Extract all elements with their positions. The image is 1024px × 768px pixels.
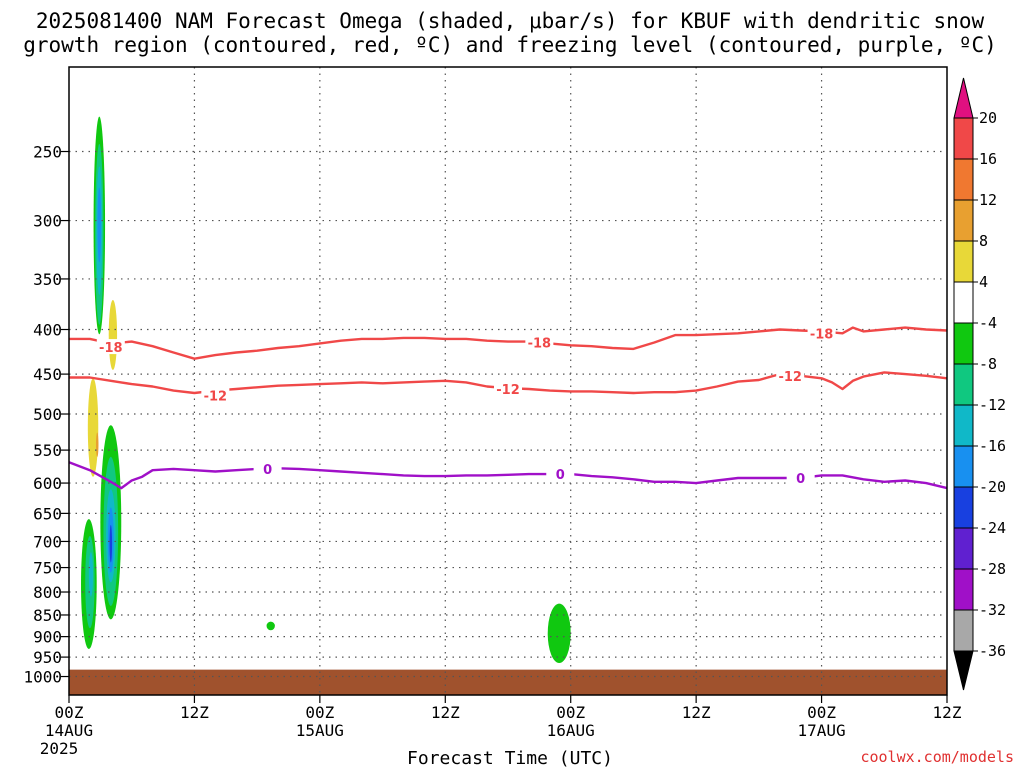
colorbar-label-16: 16 — [979, 150, 997, 168]
contour-label-0-1: 0 — [556, 468, 565, 483]
colorbar-label--28: -28 — [979, 560, 1006, 578]
colorbar-label-4: 4 — [979, 273, 988, 291]
y-tick-label-600: 600 — [33, 474, 62, 493]
y-tick-label-550: 550 — [33, 441, 62, 460]
contour-label-bg — [253, 460, 282, 476]
x-tick-date-24: 15AUG — [296, 721, 344, 740]
colorbar-label--12: -12 — [979, 396, 1006, 414]
x-tick-label-24: 00Z — [305, 703, 334, 722]
omega-region-15 — [266, 621, 275, 631]
x-axis-title: Forecast Time (UTC) — [407, 748, 613, 768]
colorbar-band-4--4 — [953, 281, 974, 324]
contour-label-bg — [786, 469, 815, 485]
contour-label-0-2: 0 — [796, 472, 805, 487]
colorbar-band-12-8 — [953, 199, 974, 242]
colorbar-band--8--12 — [953, 363, 974, 406]
y-tick-label-700: 700 — [33, 532, 62, 551]
colorbar: 20 16 12 8 4 -4 -8 -12 -16 -20 -24 -28 -32 -36 — [953, 77, 1006, 691]
x-tick-date-0: 14AUG — [45, 721, 93, 740]
colorbar-label-20: 20 — [979, 109, 997, 127]
colorbar-label--32: -32 — [979, 601, 1006, 619]
omega-region-11 — [109, 524, 113, 563]
x-tick-label-48: 00Z — [556, 703, 585, 722]
contour-label-bg — [546, 466, 575, 482]
x-tick-date-48: 16AUG — [547, 721, 595, 740]
contour-label-bg — [201, 387, 230, 403]
chart-title-line-1: 2025081400 NAM Forecast Omega (shaded, μ… — [36, 9, 985, 33]
omega-region-5 — [87, 378, 99, 477]
omega-region-16 — [547, 603, 571, 664]
x-tick-year-0: 2025 — [40, 739, 79, 758]
y-tick-label-900: 900 — [33, 628, 62, 647]
x-tick-label-36: 12Z — [431, 703, 460, 722]
colorbar-band-8-4 — [953, 240, 974, 283]
omega-region-6 — [95, 432, 99, 457]
contour-label--18-1: -18 — [528, 337, 552, 352]
colorbar-label--4: -4 — [979, 314, 997, 332]
y-tick-label-250: 250 — [33, 143, 62, 162]
colorbar-label--8: -8 — [979, 355, 997, 373]
y-tick-label-350: 350 — [33, 270, 62, 289]
x-tick-date-72: 17AUG — [797, 721, 845, 740]
colorbar-label--36: -36 — [979, 642, 1006, 660]
colorbar-band--32--36 — [953, 609, 974, 652]
omega-region-14 — [88, 552, 94, 597]
y-tick-label-750: 750 — [33, 559, 62, 578]
colorbar-band--4--8 — [953, 322, 974, 365]
colorbar-top-triangle — [953, 77, 974, 119]
plot-area: -18 -18 -18 -12 -12 -12 0 0 0 — [68, 67, 948, 695]
plot-frame — [68, 66, 948, 696]
x-tick-label-60: 12Z — [682, 703, 711, 722]
axes: 250 300 350 400 450 500 550 600 650 700 750 800 850 9… — [23, 66, 962, 758]
colorbar-label--16: -16 — [979, 437, 1006, 455]
y-tick-label-800: 800 — [33, 583, 62, 602]
contour-label--18-2: -18 — [810, 327, 834, 342]
y-tick-label-450: 450 — [33, 365, 62, 384]
omega-region-3 — [97, 187, 102, 263]
contour-label-0-0: 0 — [263, 463, 272, 478]
x-tick-label-12: 12Z — [180, 703, 209, 722]
y-tick-label-1000: 1000 — [23, 668, 62, 687]
contour-label-bg — [776, 367, 805, 383]
y-tick-label-400: 400 — [33, 321, 62, 340]
x-tick-label-84: 12Z — [933, 703, 962, 722]
colorbar-band--24--28 — [953, 527, 974, 570]
colorbar-band-16-12 — [953, 158, 974, 201]
colorbar-label-12: 12 — [979, 191, 997, 209]
colorbar-bottom-triangle — [953, 650, 974, 691]
credit-text: coolwx.com/models — [860, 748, 1014, 766]
contour-label-bg — [96, 339, 125, 355]
y-tick-label-650: 650 — [33, 504, 62, 523]
colorbar-band--16--20 — [953, 445, 974, 488]
contour-label--12-0: -12 — [204, 389, 228, 404]
colorbar-band--12--16 — [953, 404, 974, 447]
colorbar-band--28--32 — [953, 568, 974, 611]
y-tick-label-850: 850 — [33, 606, 62, 625]
y-tick-label-950: 950 — [33, 648, 62, 667]
contour-label-bg — [494, 380, 522, 396]
x-tick-label-0: 00Z — [55, 703, 84, 722]
colorbar-band--20--24 — [953, 486, 974, 529]
ground-fill — [69, 669, 947, 695]
x-tick-label-72: 00Z — [807, 703, 836, 722]
contour-label--18-0: -18 — [99, 341, 123, 356]
colorbar-label--20: -20 — [979, 478, 1006, 496]
colorbar-label--24: -24 — [979, 519, 1006, 537]
contour-label-bg — [525, 334, 554, 350]
y-tick-label-500: 500 — [33, 405, 62, 424]
contour-label--12-1: -12 — [496, 383, 520, 398]
chart-title-line-2: growth region (contoured, red, ºC) and f… — [23, 33, 997, 57]
contour-label--12-2: -12 — [778, 370, 802, 385]
y-tick-label-300: 300 — [33, 212, 62, 231]
colorbar-band-20-16 — [953, 117, 974, 160]
contour-label-bg — [807, 325, 836, 341]
omega-region-4 — [108, 299, 118, 370]
colorbar-label-8: 8 — [979, 232, 988, 250]
